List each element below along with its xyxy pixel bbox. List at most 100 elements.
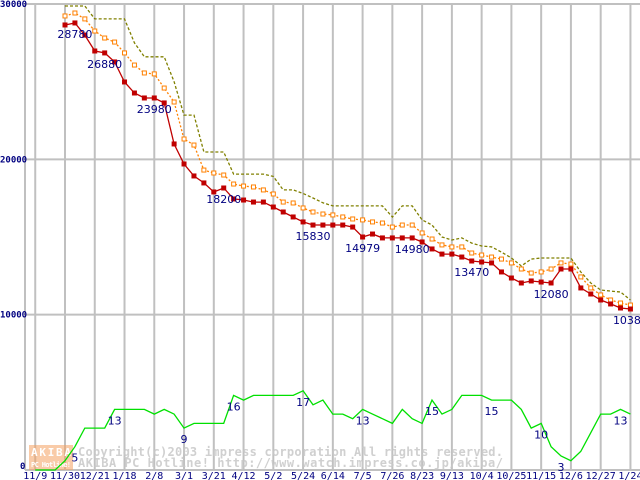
x-tick-label: 10/4 bbox=[470, 471, 494, 480]
data-point-marker bbox=[280, 199, 286, 205]
x-tick-label: 3/1 bbox=[175, 471, 193, 480]
data-point-marker bbox=[310, 209, 316, 215]
data-point-marker bbox=[310, 222, 316, 228]
data-point-marker bbox=[201, 167, 207, 173]
data-point-marker bbox=[568, 261, 574, 267]
data-point-marker bbox=[181, 136, 187, 142]
data-point-marker bbox=[469, 258, 475, 264]
data-point-marker bbox=[548, 280, 554, 286]
data-point-marker bbox=[479, 259, 485, 265]
data-point-marker bbox=[489, 254, 495, 260]
data-point-marker bbox=[122, 50, 128, 56]
x-tick-label: 5/24 bbox=[291, 471, 315, 480]
data-point-marker bbox=[518, 266, 524, 272]
data-label: 15 bbox=[485, 405, 499, 418]
data-point-marker bbox=[241, 183, 247, 189]
data-point-marker bbox=[379, 235, 385, 241]
data-point-marker bbox=[241, 197, 247, 203]
data-point-marker bbox=[598, 297, 604, 303]
data-point-marker bbox=[618, 305, 624, 311]
data-point-marker bbox=[211, 189, 217, 195]
data-label: 26880 bbox=[87, 58, 122, 71]
data-point-marker bbox=[141, 70, 147, 76]
data-point-marker bbox=[498, 269, 504, 275]
data-point-marker bbox=[300, 205, 306, 211]
data-point-marker bbox=[360, 234, 366, 240]
data-point-marker bbox=[399, 222, 405, 228]
data-point-marker bbox=[131, 90, 137, 96]
x-tick-label: 2/8 bbox=[145, 471, 163, 480]
data-point-marker bbox=[360, 217, 366, 223]
data-label: 14979 bbox=[345, 242, 380, 255]
x-tick-label: 6/14 bbox=[321, 471, 345, 480]
data-point-marker bbox=[538, 269, 544, 275]
logo-box bbox=[29, 445, 73, 470]
y-tick-label: 0 bbox=[20, 462, 25, 472]
x-tick-label: 4/12 bbox=[232, 471, 256, 480]
data-point-marker bbox=[171, 141, 177, 147]
data-point-marker bbox=[548, 266, 554, 272]
series-line-shop-count bbox=[35, 389, 631, 471]
x-tick-label: 12/21 bbox=[80, 471, 110, 480]
x-tick-label: 3/21 bbox=[202, 471, 226, 480]
data-point-marker bbox=[558, 260, 564, 266]
data-point-marker bbox=[280, 209, 286, 215]
logo-top-text: AKIBA bbox=[31, 446, 71, 459]
data-point-marker bbox=[320, 211, 326, 217]
data-point-marker bbox=[181, 161, 187, 167]
x-tick-label: 1/24 bbox=[618, 471, 640, 480]
data-point-marker bbox=[449, 244, 455, 250]
series-line-max-price bbox=[65, 5, 631, 301]
data-point-marker bbox=[340, 214, 346, 220]
data-point-marker bbox=[379, 220, 385, 226]
data-point-marker bbox=[568, 266, 574, 272]
data-point-marker bbox=[151, 71, 157, 77]
data-point-marker bbox=[211, 170, 217, 176]
data-label: 3 bbox=[558, 461, 565, 474]
data-point-marker bbox=[459, 244, 465, 250]
x-tick-label: 9/13 bbox=[440, 471, 464, 480]
data-point-marker bbox=[608, 301, 614, 307]
data-label: 12080 bbox=[534, 288, 569, 301]
data-point-marker bbox=[439, 242, 445, 248]
y-tick-label: 30000 bbox=[0, 0, 27, 10]
data-point-marker bbox=[350, 224, 356, 230]
data-point-marker bbox=[320, 222, 326, 228]
data-point-marker bbox=[290, 214, 296, 220]
data-point-marker bbox=[191, 142, 197, 148]
data-point-marker bbox=[608, 297, 614, 303]
data-point-marker bbox=[270, 191, 276, 197]
data-point-marker bbox=[131, 62, 137, 68]
hotline-url-text: AKIBA PC Hotline! http://www.watch.impre… bbox=[78, 456, 503, 470]
data-point-marker bbox=[62, 22, 68, 28]
data-label: 13 bbox=[108, 414, 122, 427]
data-point-marker bbox=[459, 254, 465, 260]
data-point-marker bbox=[578, 285, 584, 291]
data-point-marker bbox=[231, 196, 237, 202]
x-tick-label: 11/15 bbox=[526, 471, 556, 480]
x-tick-label: 7/5 bbox=[354, 471, 372, 480]
data-label: 13 bbox=[356, 414, 370, 427]
data-point-marker bbox=[102, 35, 108, 41]
data-label: 17 bbox=[296, 396, 310, 409]
watermark: AKIBA PC Hotline! Copyright(c)2003 impre… bbox=[29, 445, 503, 470]
data-point-marker bbox=[350, 216, 356, 222]
data-labels: 28780 26880 23980 18200 15830 14979 14980 13470… bbox=[57, 28, 640, 474]
data-point-marker bbox=[221, 185, 227, 191]
data-point-marker bbox=[469, 250, 475, 256]
data-point-marker bbox=[122, 79, 128, 85]
data-point-marker bbox=[498, 256, 504, 262]
data-label: 28780 bbox=[57, 28, 92, 41]
data-point-marker bbox=[618, 300, 624, 306]
x-tick-label: 10/25 bbox=[496, 471, 526, 480]
data-label: 23980 bbox=[137, 103, 172, 116]
data-point-marker bbox=[92, 48, 98, 54]
series-line-min-price bbox=[64, 22, 631, 310]
x-tick-label: 7/26 bbox=[380, 471, 404, 480]
data-label: 13470 bbox=[454, 266, 489, 279]
data-point-marker bbox=[508, 275, 514, 281]
data-point-marker bbox=[330, 212, 336, 218]
data-label: 13 bbox=[614, 414, 628, 427]
